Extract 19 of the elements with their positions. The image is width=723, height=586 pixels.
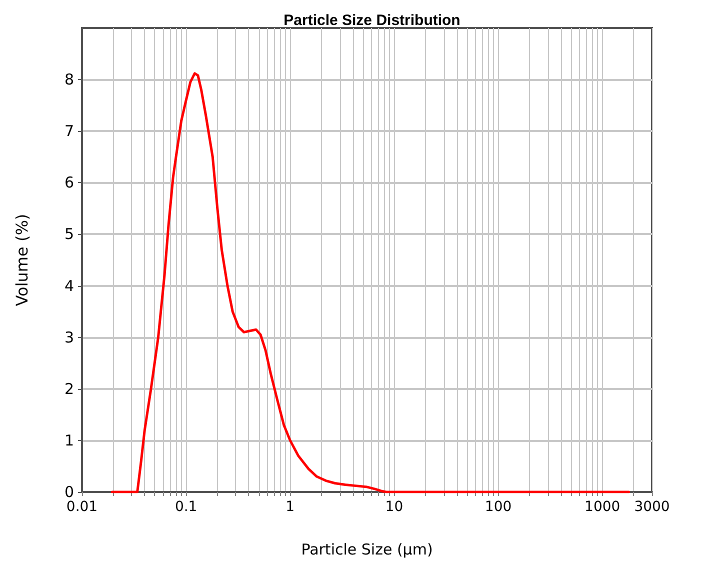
y-tick-label: 5 [64, 225, 74, 244]
x-tick-label: 10 [385, 499, 404, 515]
y-tick-label: 2 [64, 380, 74, 398]
y-tick-label: 7 [64, 122, 74, 140]
y-tick-label: 0 [64, 483, 74, 501]
x-tick-label: 0.01 [66, 499, 98, 515]
x-tick-label: 1 [286, 499, 295, 515]
y-tick-label: 4 [64, 276, 74, 295]
y-axis-title: Volume (%) [12, 214, 32, 306]
y-tick-label: 8 [64, 70, 74, 89]
x-tick-label: 1000 [584, 499, 620, 515]
x-tick-label: 100 [484, 499, 512, 515]
y-tick-label: 3 [64, 328, 74, 346]
x-tick-label: 3000 [634, 499, 670, 515]
x-tick-label: 0.1 [174, 499, 198, 515]
chart-title: Particle Size Distribution [284, 12, 460, 29]
y-tick-label: 6 [64, 174, 74, 192]
x-axis-title: Particle Size (µm) [301, 540, 433, 558]
y-tick-label: 1 [64, 431, 74, 450]
